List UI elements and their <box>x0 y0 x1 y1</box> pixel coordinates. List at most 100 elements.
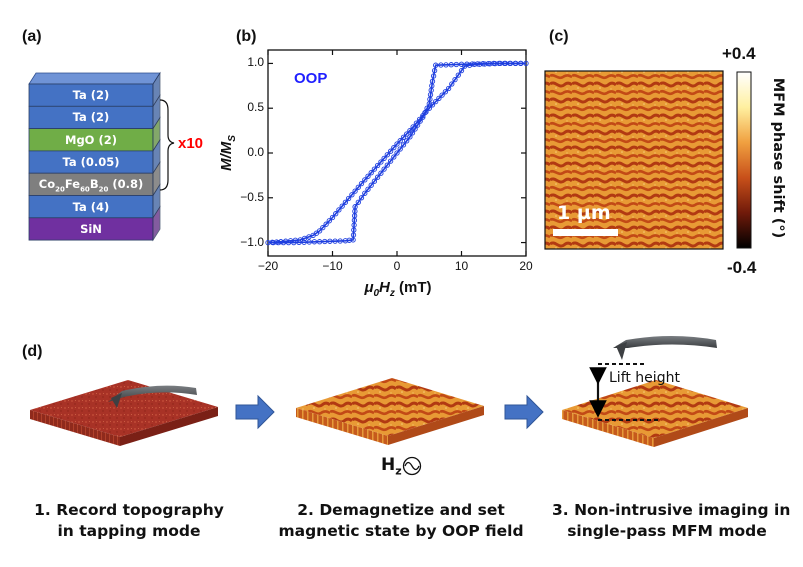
data-point <box>420 114 426 120</box>
data-point <box>391 154 397 160</box>
data-point <box>485 60 492 67</box>
data-point <box>442 89 449 95</box>
stack-layer-label: SiN <box>80 221 102 236</box>
x-tick-label: −20 <box>257 259 279 273</box>
lift-height-label: Lift height <box>609 370 680 386</box>
data-point <box>352 188 358 194</box>
data-point <box>296 239 302 246</box>
stack-layer-label: Ta (2) <box>72 110 110 125</box>
data-point <box>391 144 397 151</box>
step3-caption: 3. Non-intrusive imaging in single-pass M… <box>552 501 791 540</box>
data-point <box>320 224 326 231</box>
repeat-label: x10 <box>178 135 204 152</box>
data-point <box>322 238 328 245</box>
step1-cantilever <box>108 385 197 408</box>
data-point <box>438 62 444 68</box>
data-point <box>449 81 455 87</box>
mfm-image <box>544 70 724 250</box>
data-point <box>394 150 400 156</box>
data-point <box>355 199 361 205</box>
data-point <box>429 78 436 84</box>
step3-cantilever <box>613 336 717 360</box>
data-point <box>339 203 345 209</box>
data-point <box>368 182 374 188</box>
data-point <box>301 239 307 245</box>
data-point <box>381 155 387 162</box>
data-point <box>517 60 524 67</box>
data-point <box>336 207 342 213</box>
data-point <box>439 92 445 98</box>
hysteresis-chart <box>265 49 529 257</box>
data-point <box>333 211 339 217</box>
data-point <box>362 177 368 183</box>
stack-layer-label: Ta (0.05) <box>62 154 120 169</box>
data-point <box>365 186 371 192</box>
data-point <box>345 195 352 202</box>
data-point <box>452 76 458 83</box>
data-point <box>351 227 357 233</box>
data-point <box>387 148 394 154</box>
data-point <box>381 166 387 172</box>
step1-sample-slab <box>30 380 218 446</box>
data-point <box>337 238 343 244</box>
data-point <box>443 62 449 68</box>
data-point <box>326 218 332 224</box>
data-point <box>332 238 338 244</box>
data-point <box>501 60 508 67</box>
data-point <box>275 239 281 246</box>
data-point <box>414 122 421 128</box>
data-point <box>371 166 378 172</box>
data-point <box>358 180 365 187</box>
data-point <box>469 61 475 67</box>
data-point <box>422 110 428 116</box>
data-point <box>464 61 470 67</box>
scale-bar-label: 1 µm <box>557 202 611 224</box>
y-tick-label: 0.5 <box>247 100 264 115</box>
ac-field-icon <box>402 456 422 476</box>
data-point <box>270 239 276 246</box>
data-point <box>436 95 442 102</box>
data-point <box>431 67 438 74</box>
data-point <box>433 62 439 68</box>
x-axis-label: μ0Hz (mT) <box>364 279 432 299</box>
data-point <box>404 131 410 137</box>
data-point <box>342 238 349 244</box>
data-point <box>350 232 357 238</box>
data-point <box>430 73 437 79</box>
data-point <box>316 239 323 245</box>
data-point <box>512 60 518 67</box>
data-point <box>404 138 410 144</box>
data-point <box>445 85 452 92</box>
data-point <box>448 62 454 68</box>
data-point <box>323 221 329 227</box>
stack-layer-label: Ta (2) <box>72 88 110 102</box>
data-point <box>429 102 436 108</box>
data-point <box>285 239 292 246</box>
stack-layer-label: MgO (2) <box>65 132 117 147</box>
data-point <box>280 239 287 246</box>
data-point <box>400 142 407 148</box>
data-point <box>496 60 502 67</box>
data-point <box>397 138 403 144</box>
data-point <box>417 118 423 124</box>
data-point <box>351 222 357 228</box>
colorbar-max-label: +0.4 <box>722 44 756 63</box>
colorbar <box>736 71 752 249</box>
data-point <box>458 61 465 67</box>
data-point <box>371 178 378 184</box>
oop-annotation: OOP <box>294 70 328 87</box>
data-point <box>480 61 486 67</box>
data-point <box>350 237 356 243</box>
field-label: Hz <box>381 455 402 478</box>
data-point <box>458 67 465 74</box>
data-point <box>365 173 371 179</box>
data-point <box>346 237 352 243</box>
data-point <box>291 239 297 246</box>
x-tick-label: 0 <box>393 259 401 273</box>
panel-label-a: (a) <box>22 28 42 45</box>
layer-stack <box>28 71 161 242</box>
data-point <box>433 98 439 105</box>
panel-label-d: (d) <box>22 343 43 360</box>
x-tick-label: 20 <box>519 259 533 273</box>
data-point <box>400 134 407 140</box>
